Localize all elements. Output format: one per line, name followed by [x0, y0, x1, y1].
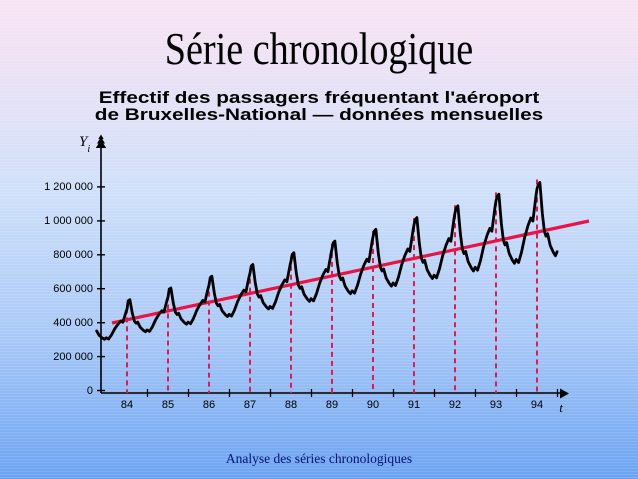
svg-text:85: 85 [162, 399, 174, 411]
svg-text:t: t [559, 400, 563, 415]
svg-text:400 000: 400 000 [53, 317, 93, 329]
svg-text:1 000 000: 1 000 000 [44, 215, 93, 227]
svg-text:90: 90 [367, 399, 379, 411]
svg-text:600 000: 600 000 [53, 283, 93, 295]
svg-text:89: 89 [326, 399, 338, 411]
svg-text:1 200 000: 1 200 000 [44, 181, 93, 193]
svg-text:92: 92 [449, 399, 461, 411]
svg-text:88: 88 [285, 399, 297, 411]
svg-text:93: 93 [490, 399, 502, 411]
svg-text:86: 86 [203, 399, 215, 411]
svg-text:84: 84 [121, 399, 133, 411]
svg-text:94: 94 [531, 399, 543, 411]
svg-text:800 000: 800 000 [53, 249, 93, 261]
svg-text:0: 0 [87, 385, 93, 397]
svg-text:87: 87 [244, 399, 256, 411]
svg-text:200 000: 200 000 [53, 351, 93, 363]
svg-text:91: 91 [408, 399, 420, 411]
